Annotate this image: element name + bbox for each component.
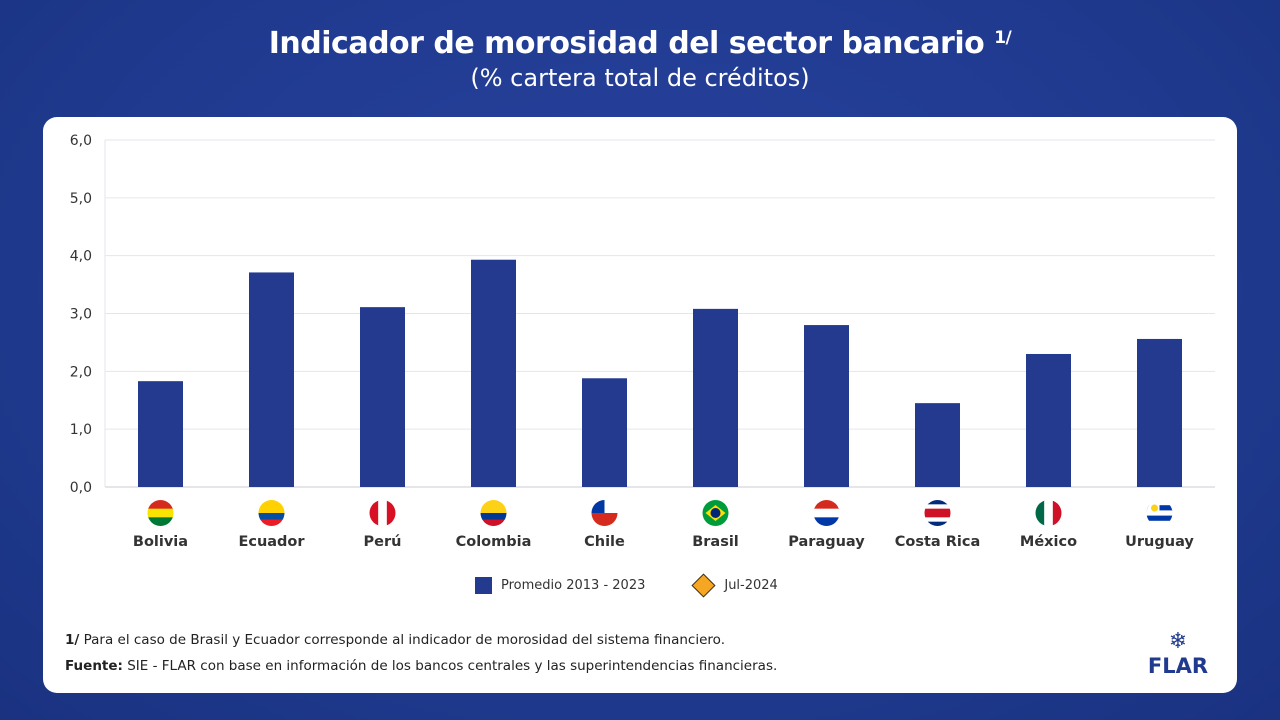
flag-icon-colombia	[480, 500, 507, 526]
x-tick-label: Uruguay	[1125, 534, 1194, 550]
y-tick-label: 2,0	[70, 364, 92, 380]
flag-stripe	[1044, 500, 1054, 526]
chart-card: 0,0 1,0 2,0 3,0 4,0 5,0 6,0 Bolivia Ecuador Perú C…	[43, 117, 1237, 693]
flag-icon-brasil	[702, 500, 729, 526]
flag-stripe	[924, 504, 951, 510]
bar-bolivia	[138, 381, 183, 487]
x-tick-label: Chile	[584, 534, 625, 550]
flag-stripe	[924, 508, 951, 514]
bar-ecuador	[249, 272, 294, 487]
footnote: 1/ Para el caso de Brasil y Ecuador corr…	[65, 632, 725, 648]
flag-stripe	[258, 519, 285, 526]
flag-stripe	[147, 517, 174, 526]
flag-canton	[591, 500, 605, 513]
footnote-mark: 1/	[65, 632, 80, 648]
y-tick-label: 4,0	[70, 249, 92, 265]
flag-stripe	[591, 513, 618, 526]
legend-label-promedio: Promedio 2013 - 2023	[501, 578, 646, 593]
flag-stripe	[480, 506, 507, 514]
flag-stripe	[147, 500, 174, 510]
page-subtitle: (% cartera total de créditos)	[470, 64, 810, 92]
y-tick-label: 3,0	[70, 307, 92, 323]
bar-paraguay	[804, 325, 849, 487]
x-tick-label: Ecuador	[238, 534, 305, 550]
flag-stripe	[924, 517, 951, 523]
flag-icon-méxico	[1035, 500, 1062, 526]
flag-stripe	[1052, 500, 1062, 526]
flag-stripe	[480, 500, 507, 507]
flag-stripe	[258, 506, 285, 514]
flag-globe	[710, 508, 721, 518]
flag-icon-ecuador	[258, 500, 285, 526]
x-tick-label: Perú	[364, 534, 402, 550]
x-tick-label: México	[1020, 534, 1077, 550]
flag-stripe	[813, 517, 840, 526]
bar-brasil	[693, 308, 738, 487]
bar-chile	[582, 378, 627, 487]
y-tick-label: 5,0	[70, 191, 92, 207]
flag-stripe	[924, 521, 951, 526]
source-text: SIE - FLAR con base en información de lo…	[122, 658, 778, 674]
bar-uruguay	[1137, 338, 1182, 487]
x-tick-label: Costa Rica	[895, 534, 981, 550]
flag-stripe	[369, 500, 379, 526]
source-note: Fuente: SIE - FLAR con base en informaci…	[65, 658, 777, 674]
snowflake-icon: ❄	[1168, 629, 1188, 654]
flag-icon-chile	[591, 500, 618, 526]
x-tick-label: Bolivia	[133, 534, 188, 550]
flag-stripe	[924, 500, 951, 505]
flar-logo: ❄ FLAR	[1140, 629, 1216, 679]
flag-stripe	[1146, 515, 1173, 522]
flag-stripe	[480, 519, 507, 526]
flag-stripe	[378, 500, 388, 526]
flag-stripe	[813, 500, 840, 510]
y-tick-label: 6,0	[70, 133, 92, 149]
flag-icon-bolivia	[147, 500, 174, 526]
footnote-text: Para el caso de Brasil y Ecuador corresp…	[79, 632, 725, 648]
title-footnote-mark: 1/	[994, 28, 1012, 48]
source-label: Fuente:	[65, 658, 123, 674]
bar-colombia	[471, 259, 516, 487]
x-tick-label: Colombia	[456, 534, 532, 550]
flag-stripe	[1146, 520, 1173, 526]
flag-icon-uruguay	[1146, 500, 1173, 526]
flag-stripe	[258, 500, 285, 507]
y-tick-label: 0,0	[70, 480, 92, 496]
bar-costa-rica	[915, 403, 960, 487]
flag-icon-costa-rica	[924, 500, 951, 526]
bar-méxico	[1026, 353, 1071, 487]
flag-icon-perú	[369, 500, 396, 526]
page-title: Indicador de morosidad del sector bancar…	[0, 26, 1280, 61]
flag-stripe	[386, 500, 396, 526]
flag-sun	[1151, 504, 1158, 512]
x-tick-label: Paraguay	[788, 534, 865, 550]
flag-stripe	[258, 513, 285, 520]
legend: Promedio 2013 - 2023 Jul-2024	[475, 573, 778, 598]
flag-stripe	[924, 513, 951, 518]
flag-stripe	[480, 513, 507, 520]
legend-diamond-icon	[691, 573, 716, 598]
flag-stripe	[147, 508, 174, 518]
flag-stripe	[1035, 500, 1045, 526]
flag-stripe	[813, 508, 840, 518]
legend-swatch-promedio	[475, 577, 492, 594]
x-tick-label: Brasil	[692, 534, 739, 550]
bar-perú	[360, 307, 405, 487]
logo-text: FLAR	[1147, 654, 1209, 678]
title-text: Indicador de morosidad del sector bancar…	[268, 26, 985, 61]
y-tick-label: 1,0	[70, 422, 92, 438]
flag-icon-paraguay	[813, 500, 840, 526]
bar-chart: 0,0 1,0 2,0 3,0 4,0 5,0 6,0 Bolivia Ecuador Perú C…	[70, 133, 1215, 550]
legend-label-jul2024: Jul-2024	[724, 578, 778, 593]
